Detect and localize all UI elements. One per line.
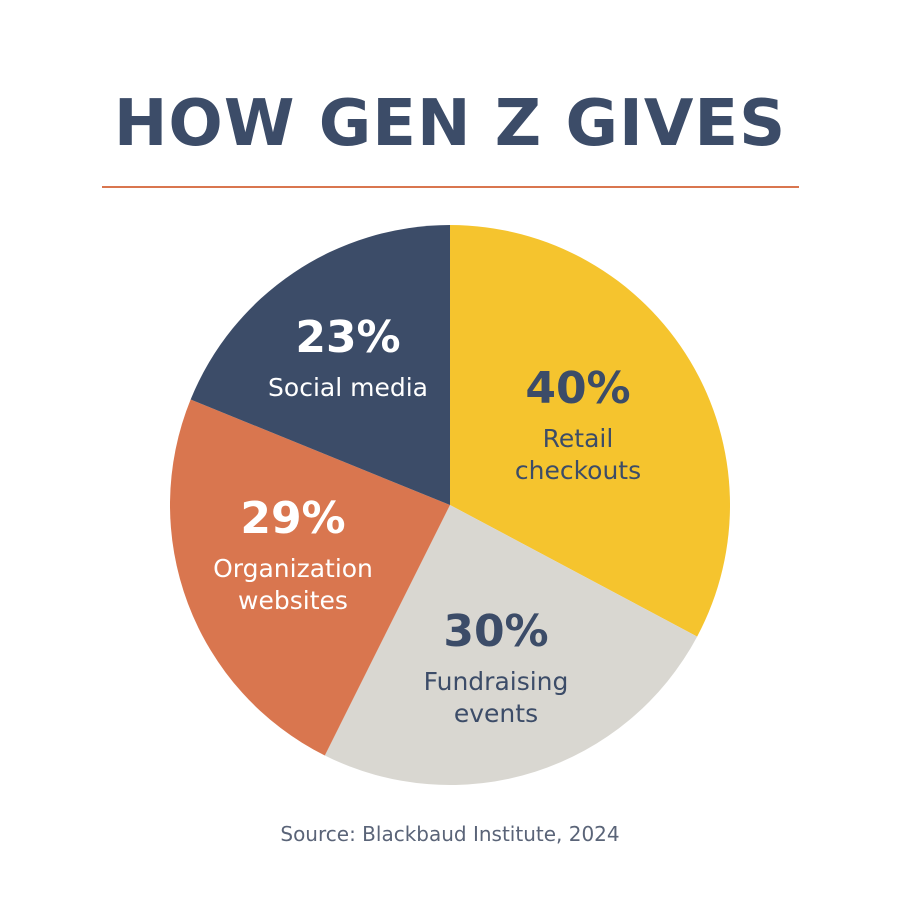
pie-slice-fundraising	[324, 505, 698, 785]
slice-label-retail-line-1: Retail	[543, 424, 614, 453]
slice-percent-retail: 40%	[525, 363, 630, 414]
slice-label-retail-line-2: checkouts	[515, 456, 641, 485]
slice-percent-organization: 29%	[240, 493, 345, 544]
slice-label-social-line-1: Social media	[268, 373, 428, 402]
pie-slices	[169, 225, 731, 785]
slice-label-fundraising-line-1: Fundraising	[424, 667, 569, 696]
slice-percent-fundraising: 30%	[443, 606, 548, 657]
pie-slice-retail	[450, 225, 731, 637]
slice-label-organization-line-1: Organization	[213, 554, 373, 583]
pie-labels: 40% Retail checkouts 30% Fundraising events 29…	[213, 312, 641, 728]
title-divider	[102, 186, 799, 188]
slice-label-fundraising-line-2: events	[454, 699, 538, 728]
slice-label-organization-line-2: websites	[238, 586, 348, 615]
pie-slice-social	[190, 225, 451, 505]
page-title: HOW GEN Z GIVES	[113, 87, 787, 161]
slice-percent-social: 23%	[295, 312, 400, 363]
source-note: Source: Blackbaud Institute, 2024	[280, 822, 620, 846]
pie-slice-organization	[169, 399, 450, 756]
